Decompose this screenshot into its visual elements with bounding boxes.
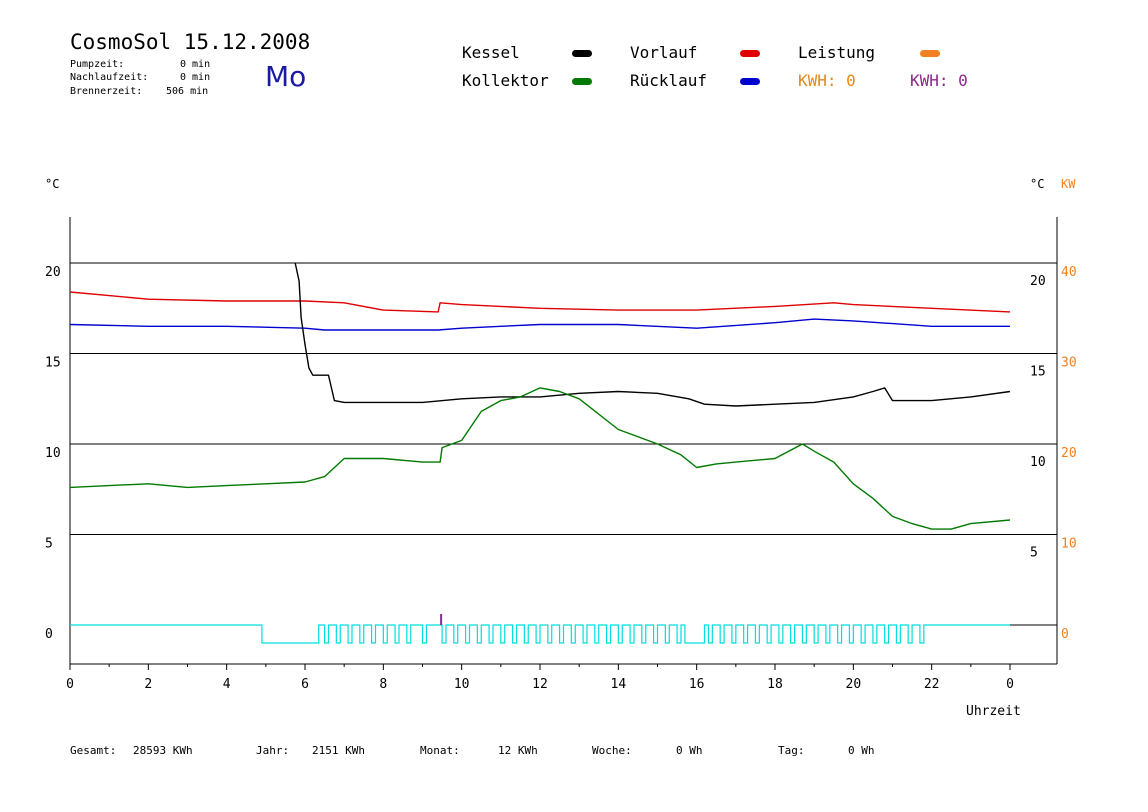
legend-ruecklauf-swatch	[740, 78, 760, 85]
nachlaufzeit-value: 0 min	[180, 72, 211, 83]
footer-woche-label: Woche:	[592, 744, 632, 757]
y-kw-tick-label: 10	[1061, 537, 1077, 552]
y-right-tick-label: 20	[1030, 274, 1046, 289]
x-tick-label: 22	[924, 677, 940, 692]
footer-gesamt-value: 28593 KWh	[133, 744, 193, 757]
chart-axes	[69, 217, 1058, 670]
footer-woche-value: 0 Wh	[676, 744, 703, 757]
x-axis-label: Uhrzeit	[966, 704, 1021, 719]
legend-ruecklauf-label: Rücklauf	[630, 71, 708, 90]
y-left-tick-label: 10	[45, 446, 61, 461]
weekday-label: Mo	[265, 60, 307, 93]
series-kessel	[294, 262, 1011, 407]
legend-kwh-purple: KWH: 0	[910, 71, 968, 90]
footer-monat-value: 12 KWh	[498, 744, 538, 757]
x-tick-label: 12	[532, 677, 548, 692]
y-kw-tick-label: 20	[1061, 446, 1077, 461]
x-tick-label: 8	[379, 677, 387, 692]
series-vorlauf	[69, 291, 1011, 313]
footer-tag-label: Tag:	[778, 744, 805, 757]
chart-series	[69, 262, 1011, 644]
y-kw-unit: KW	[1061, 177, 1076, 191]
series-rcklauf	[69, 318, 1010, 331]
y-right-tick-label: 10	[1030, 455, 1046, 470]
x-tick-label: 0	[66, 677, 74, 692]
x-tick-label: 0	[1006, 677, 1014, 692]
kwh-marker	[440, 614, 443, 625]
nachlaufzeit-label: Nachlaufzeit:	[70, 72, 149, 83]
x-tick-label: 10	[454, 677, 470, 692]
legend-leistung-swatch	[920, 50, 940, 57]
legend-vorlauf-label: Vorlauf	[630, 43, 698, 62]
x-tick-label: 20	[846, 677, 862, 692]
legend-leistung-label: Leistung	[798, 43, 876, 62]
y-left-tick-label: 20	[45, 265, 61, 280]
series-pumpe	[70, 624, 1010, 644]
y-kw-tick-label: 40	[1061, 265, 1077, 280]
y-left-tick-label: 0	[45, 627, 53, 642]
y-left-tick-label: 5	[45, 537, 53, 552]
y-right-tick-label: 15	[1030, 365, 1046, 380]
x-tick-label: 2	[144, 677, 152, 692]
chart-labels: 0 2 4 6 8 10 12 14 16 18 20 22 0 Uhrzeit 0 5 10 15 20 °C 5 10…	[45, 177, 1077, 719]
brennerzeit-value: 506 min	[166, 86, 209, 97]
footer-jahr-label: Jahr:	[256, 744, 290, 757]
chart-title: CosmoSol 15.12.2008	[70, 30, 311, 54]
pumpzeit-label: Pumpzeit:	[70, 59, 125, 70]
footer-gesamt-label: Gesamt:	[70, 744, 117, 757]
legend-kwh-orange: KWH: 0	[798, 71, 856, 90]
x-tick-label: 18	[767, 677, 783, 692]
brennerzeit-label: Brennerzeit:	[70, 86, 143, 97]
pumpzeit-value: 0 min	[180, 59, 211, 70]
y-right-unit: °C	[1030, 177, 1044, 191]
legend-kessel-swatch	[572, 50, 592, 57]
y-right-tick-label: 5	[1030, 546, 1038, 561]
y-kw-tick-label: 0	[1061, 627, 1069, 642]
chart-grid	[70, 262, 1057, 626]
footer-tag-value: 0 Wh	[848, 744, 875, 757]
x-tick-label: 6	[301, 677, 309, 692]
x-tick-label: 4	[223, 677, 231, 692]
y-left-unit: °C	[45, 177, 59, 191]
footer-jahr-value: 2151 KWh	[312, 744, 365, 757]
legend-kessel-label: Kessel	[462, 43, 520, 62]
x-tick-label: 14	[611, 677, 627, 692]
y-kw-tick-label: 30	[1061, 356, 1077, 371]
series-kollektor	[69, 387, 1011, 530]
x-tick-label: 16	[689, 677, 705, 692]
legend-kollektor-label: Kollektor	[462, 71, 549, 90]
y-left-tick-label: 15	[45, 356, 61, 371]
legend-vorlauf-swatch	[740, 50, 760, 57]
footer-monat-label: Monat:	[420, 744, 460, 757]
legend-kollektor-swatch	[572, 78, 592, 85]
